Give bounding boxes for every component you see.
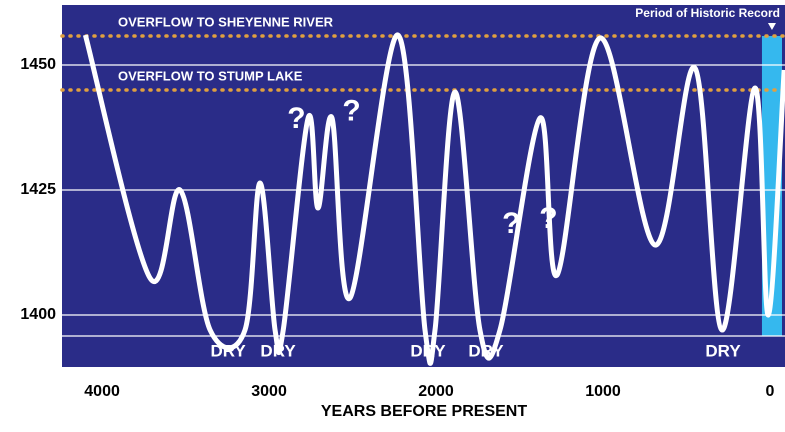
x-tick-label: 0 bbox=[766, 383, 775, 400]
x-tick-label: 1000 bbox=[585, 383, 621, 400]
historic-record-marker bbox=[767, 23, 776, 30]
y-tick-label: 1400 bbox=[20, 306, 56, 323]
x-tick-label: 2000 bbox=[418, 383, 454, 400]
annotation: DRY bbox=[211, 341, 247, 360]
historic-record-label: Period of Historic Record bbox=[635, 6, 780, 20]
annotation: DRY bbox=[410, 341, 446, 360]
annotation: DRY bbox=[260, 341, 296, 360]
annotation: ? bbox=[539, 202, 557, 235]
annotation: DRY bbox=[705, 341, 741, 360]
overflow-label: OVERFLOW TO STUMP LAKE bbox=[118, 68, 303, 83]
y-tick-label: 1450 bbox=[20, 56, 56, 73]
x-axis-label: YEARS BEFORE PRESENT bbox=[321, 403, 527, 420]
annotation: ? bbox=[342, 94, 360, 127]
overflow-label: OVERFLOW TO SHEYENNE RIVER bbox=[118, 14, 334, 29]
x-tick-label: 4000 bbox=[84, 383, 120, 400]
lake-level-line bbox=[82, 32, 785, 366]
annotation: DRY bbox=[468, 341, 504, 360]
y-tick-label: 1425 bbox=[20, 181, 56, 198]
x-tick-label: 3000 bbox=[251, 383, 287, 400]
annotation: ? bbox=[287, 102, 305, 135]
annotation: ? bbox=[502, 207, 520, 240]
